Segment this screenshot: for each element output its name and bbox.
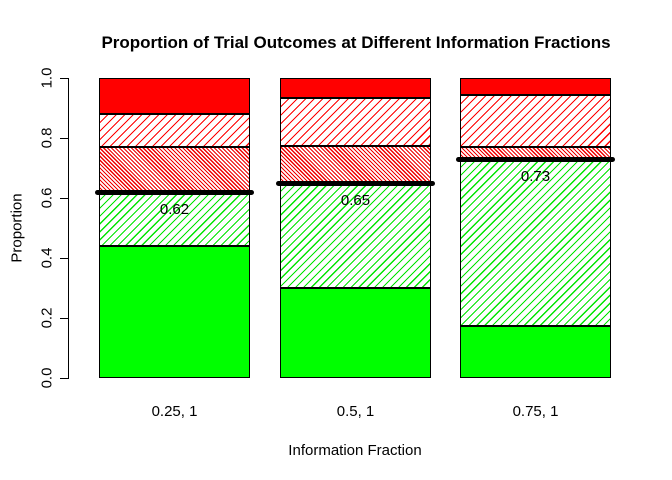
y-axis-label: Proportion — [8, 193, 26, 263]
bar-segment-hatched-red-dense — [99, 147, 250, 192]
y-tick — [60, 77, 68, 79]
bar-segment-hatched-green — [99, 192, 250, 246]
bar-segment-solid-red — [99, 78, 250, 114]
y-tick-label: 1.0 — [38, 67, 56, 89]
y-tick — [60, 317, 68, 319]
x-axis-label: Information Fraction — [288, 442, 422, 459]
y-tick — [60, 377, 68, 379]
bar-segment-hatched-red — [99, 114, 250, 147]
threshold-value-label: 0.73 — [520, 168, 551, 185]
y-tick-label: 0.0 — [38, 367, 56, 389]
chart-title: Proportion of Trial Outcomes at Differen… — [101, 33, 611, 52]
bar-group-0-75-1: 0.73 — [456, 78, 615, 378]
bar-segment-hatched-red — [460, 94, 611, 147]
y-tick — [60, 137, 68, 139]
y-tick-label: 0.2 — [38, 307, 56, 329]
bar-segment-solid-green — [280, 288, 431, 378]
x-tick-label: 0.25, 1 — [151, 403, 198, 420]
y-tick-label: 0.4 — [38, 247, 56, 269]
bar-segment-hatched-red — [280, 97, 431, 146]
threshold-value-label: 0.62 — [159, 201, 190, 218]
threshold-line — [276, 180, 435, 186]
y-tick — [60, 197, 68, 199]
y-tick-label: 0.8 — [38, 127, 56, 149]
threshold-value-label: 0.65 — [340, 192, 371, 209]
y-tick — [60, 257, 68, 259]
y-axis-line — [68, 78, 69, 379]
bar-segment-solid-green — [460, 325, 611, 378]
x-tick-label: 0.75, 1 — [512, 403, 559, 420]
bar-segment-solid-red — [460, 78, 611, 95]
x-tick-label: 0.5, 1 — [336, 403, 375, 420]
bar-group-0-25-1: 0.62 — [95, 78, 254, 378]
y-tick-label: 0.6 — [38, 187, 56, 209]
bar-segment-hatched-red-dense — [280, 145, 431, 183]
bar-segment-hatched-green — [460, 159, 611, 326]
threshold-line — [456, 156, 615, 162]
bar-segment-solid-green — [99, 246, 250, 378]
bar-group-0-5-1: 0.65 — [276, 78, 435, 378]
bar-segment-solid-red — [280, 78, 431, 98]
bar-segment-hatched-green — [280, 183, 431, 288]
threshold-line — [95, 189, 254, 195]
